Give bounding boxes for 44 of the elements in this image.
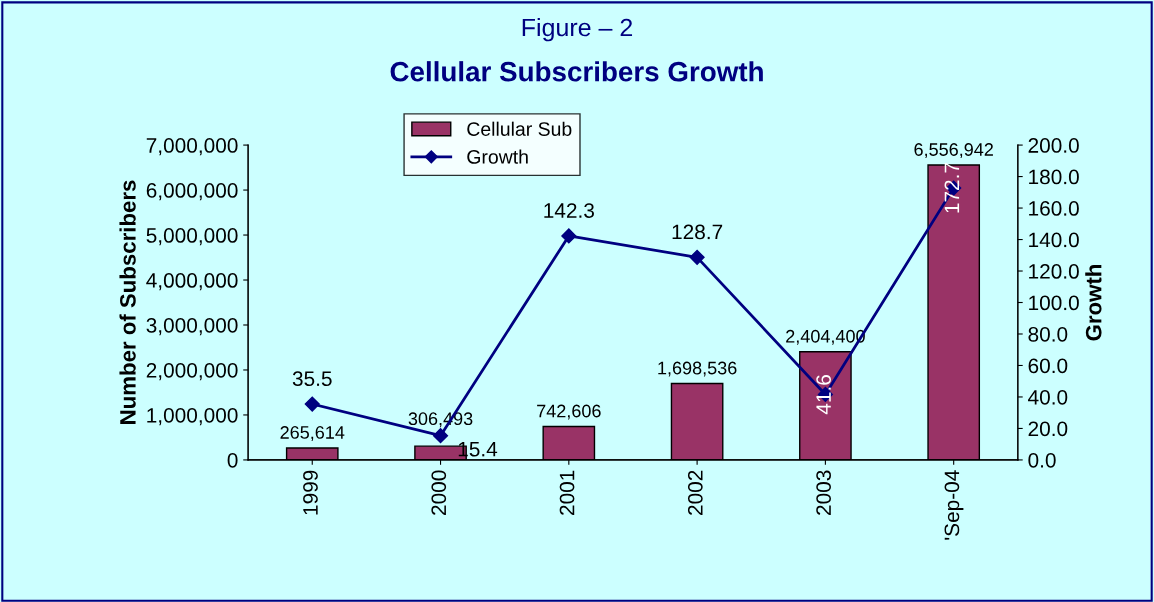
y-tick-label: 3,000,000 xyxy=(146,318,238,336)
x-tick-label: 2003 xyxy=(816,470,831,515)
point xyxy=(432,428,449,444)
y-tick-label: 7,000,000 xyxy=(146,138,238,156)
data-label: 6,556,942 xyxy=(914,143,993,159)
y2-tick-label: 60.0 xyxy=(1028,358,1068,374)
point xyxy=(304,396,320,412)
y2-tick-label: 40.0 xyxy=(1028,389,1068,405)
y-tick-label: 4,000,000 xyxy=(146,273,238,291)
legend-label: Cellular Sub xyxy=(467,121,572,136)
y2-tick-label: 80.0 xyxy=(1028,326,1068,342)
y2-tick-label: 180.0 xyxy=(1029,169,1079,185)
y2-tick-label: 0.0 xyxy=(1028,452,1056,468)
data-label: 35.5 xyxy=(292,371,332,387)
y-tick-label: 5,000,000 xyxy=(146,228,238,246)
y-tick-label: 2,000,000 xyxy=(146,362,238,381)
point xyxy=(561,228,577,244)
y2-tick-label: 160.0 xyxy=(1029,201,1079,216)
y2-tick-label: 200.0 xyxy=(1028,138,1079,153)
y-tick-label: 6,000,000 xyxy=(146,183,238,201)
x-tick-label: 2002 xyxy=(687,470,703,515)
data-label: 128.7 xyxy=(672,224,723,240)
data-label: 265,614 xyxy=(280,426,345,441)
y-tick-label: 0 xyxy=(227,452,238,468)
y2-tick-label: 100.0 xyxy=(1029,295,1079,311)
data-label: 742,606 xyxy=(537,404,601,420)
chart-title: Cellular Subscribers Growth xyxy=(390,61,763,82)
legend-label: Growth xyxy=(467,149,528,164)
x-tick-label: 1999 xyxy=(303,470,318,515)
chart-subtitle: Figure – 2 xyxy=(522,18,633,42)
x-tick-label: 2000 xyxy=(431,470,447,515)
data-label: 1,698,536 xyxy=(658,361,737,377)
data-label: 142.3 xyxy=(544,203,594,218)
x-tick-label: 2001 xyxy=(559,470,575,515)
y2-tick-label: 20.0 xyxy=(1028,421,1068,437)
data-label: 41.6 xyxy=(816,375,831,415)
y-axis-title: Number of Subscribers xyxy=(119,180,136,424)
y2-tick-label: 120.0 xyxy=(1029,264,1079,279)
y2-axis-title: Growth xyxy=(1085,265,1102,341)
y-tick-label: 1,000,000 xyxy=(147,407,238,426)
point xyxy=(689,249,705,265)
y2-tick-label: 140.0 xyxy=(1029,232,1079,248)
x-tick-label: 'Sep-04 xyxy=(944,470,964,540)
data-label: 172.7 xyxy=(944,163,960,213)
